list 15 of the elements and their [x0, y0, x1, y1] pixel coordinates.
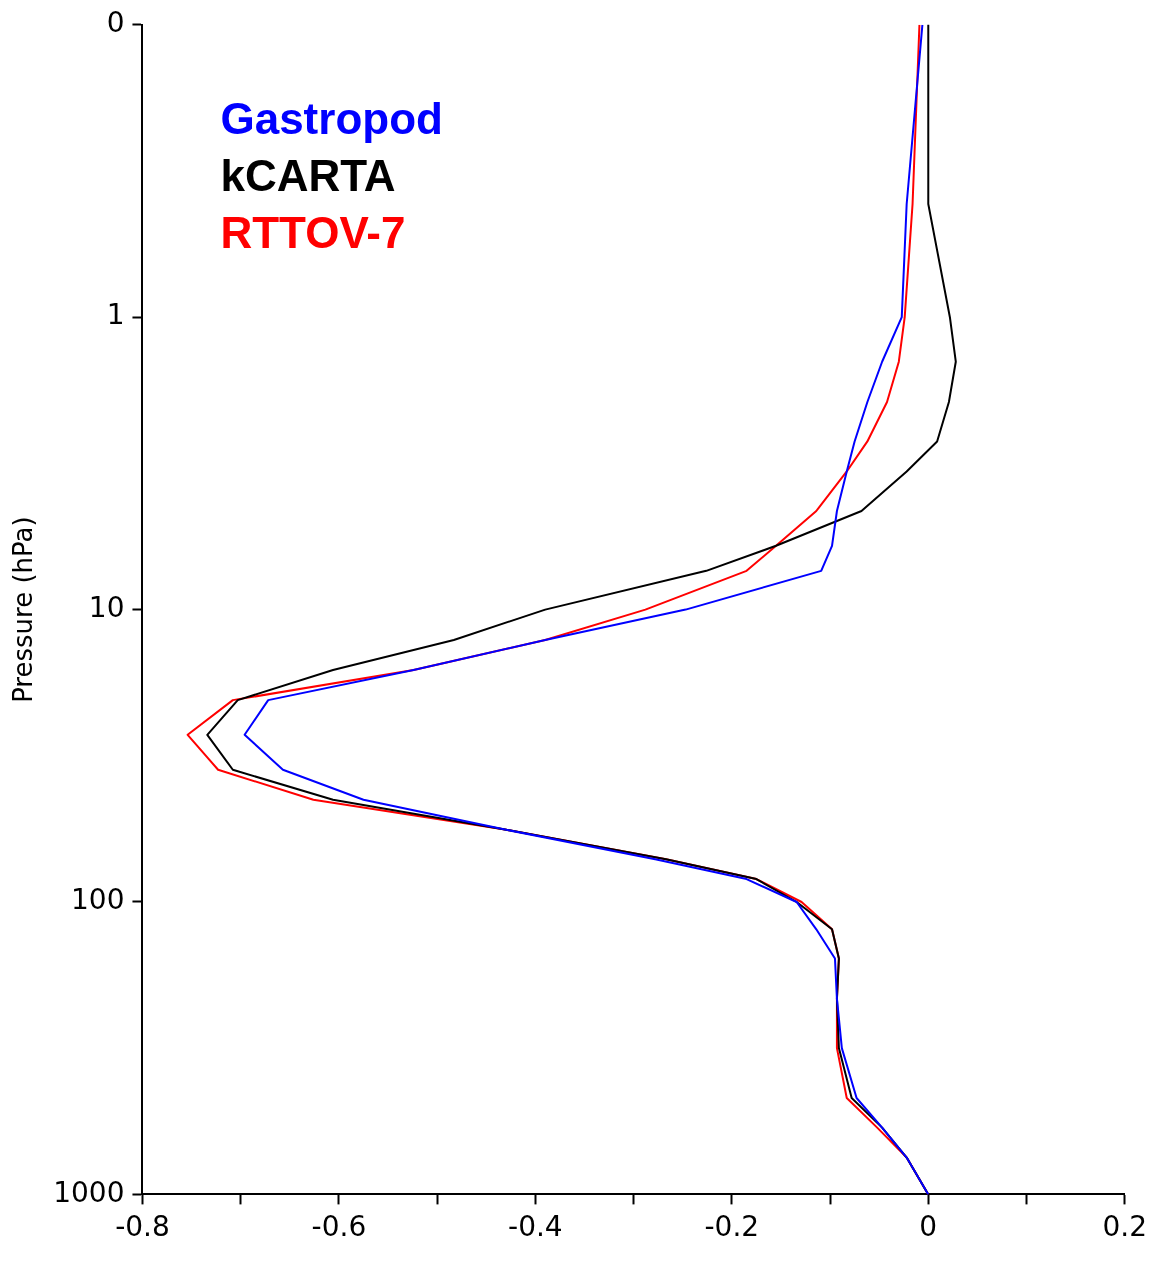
x-tick-label: -0.8	[115, 1210, 170, 1244]
y-tick-label: 10	[88, 590, 125, 624]
text: RTTOV-7	[220, 207, 406, 257]
text: Gastropod	[220, 93, 443, 143]
y-tick-label: 1000	[53, 1175, 125, 1209]
x-tick-label: -0.4	[508, 1210, 563, 1244]
x-tick-label: 0.2	[1102, 1210, 1147, 1244]
text: kCARTA	[220, 150, 396, 200]
x-tick-label: 0	[919, 1210, 938, 1244]
y-axis-title: Pressure (hPa)	[8, 516, 39, 703]
x-tick-label: -0.6	[311, 1210, 367, 1244]
y-tick-label: 100	[71, 883, 125, 917]
x-tick-label: -0.2	[704, 1210, 760, 1244]
y-tick-label: 1	[106, 298, 125, 332]
y-tick-label: 0	[106, 6, 125, 40]
